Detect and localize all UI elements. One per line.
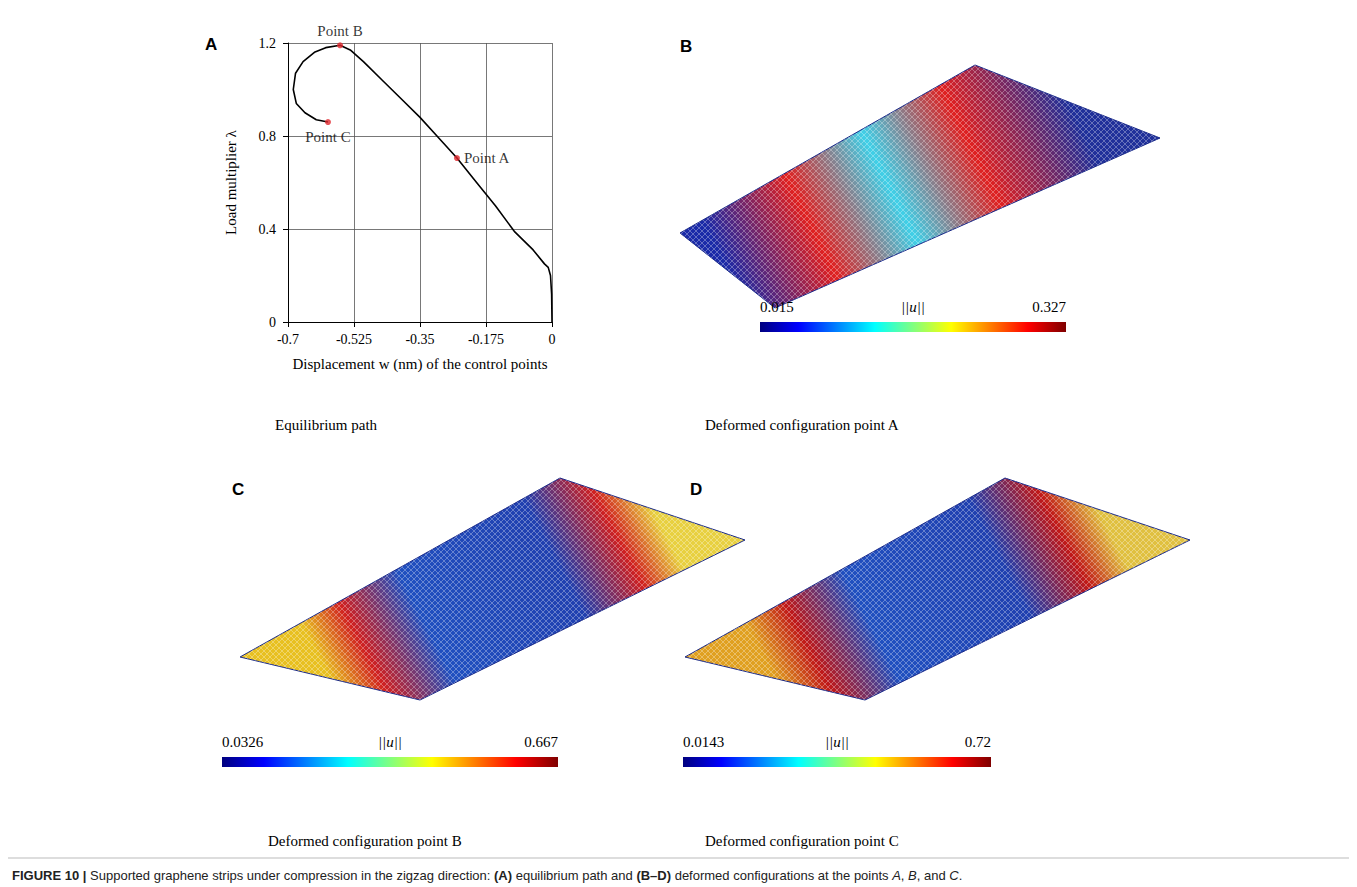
svg-text:1.2: 1.2	[259, 36, 277, 51]
svg-text:Load multiplier λ: Load multiplier λ	[223, 129, 239, 234]
svg-text:Deformed configuration point B: Deformed configuration point B	[268, 833, 462, 849]
svg-text:||u||: ||u||	[901, 299, 925, 315]
svg-text:||u||: ||u||	[825, 734, 849, 750]
svg-text:-0.175: -0.175	[468, 332, 504, 347]
svg-text:0.0326: 0.0326	[222, 734, 264, 750]
svg-text:-0.35: -0.35	[405, 332, 434, 347]
svg-text:0.0143: 0.0143	[683, 734, 724, 750]
svg-text:C: C	[232, 480, 244, 499]
svg-text:Point A: Point A	[464, 150, 510, 166]
svg-text:0.015: 0.015	[760, 299, 794, 315]
svg-text:0.8: 0.8	[259, 129, 277, 144]
svg-text:||u||: ||u||	[378, 734, 402, 750]
svg-text:D: D	[690, 480, 702, 499]
svg-text:0.72: 0.72	[965, 734, 991, 750]
svg-text:Equilibrium path: Equilibrium path	[275, 417, 378, 433]
svg-text:Deformed configuration point A: Deformed configuration point A	[705, 417, 899, 433]
svg-text:0.327: 0.327	[1032, 299, 1066, 315]
svg-text:0: 0	[269, 315, 276, 330]
svg-text:Deformed configuration point C: Deformed configuration point C	[705, 833, 899, 849]
svg-text:Point B: Point B	[317, 23, 362, 39]
svg-text:-0.525: -0.525	[336, 332, 372, 347]
svg-text:0: 0	[549, 332, 556, 347]
svg-text:0.667: 0.667	[524, 734, 558, 750]
svg-text:Point C: Point C	[305, 129, 350, 145]
html-text:FIGURE 10 | Supported graphene: FIGURE 10 | Supported graphene strips un…	[12, 868, 963, 883]
svg-text:A: A	[205, 35, 217, 54]
svg-text:Displacement w (nm) of the con: Displacement w (nm) of the control point…	[293, 356, 548, 373]
svg-text:B: B	[680, 37, 692, 56]
svg-text:0.4: 0.4	[259, 222, 277, 237]
svg-text:-0.7: -0.7	[277, 332, 299, 347]
